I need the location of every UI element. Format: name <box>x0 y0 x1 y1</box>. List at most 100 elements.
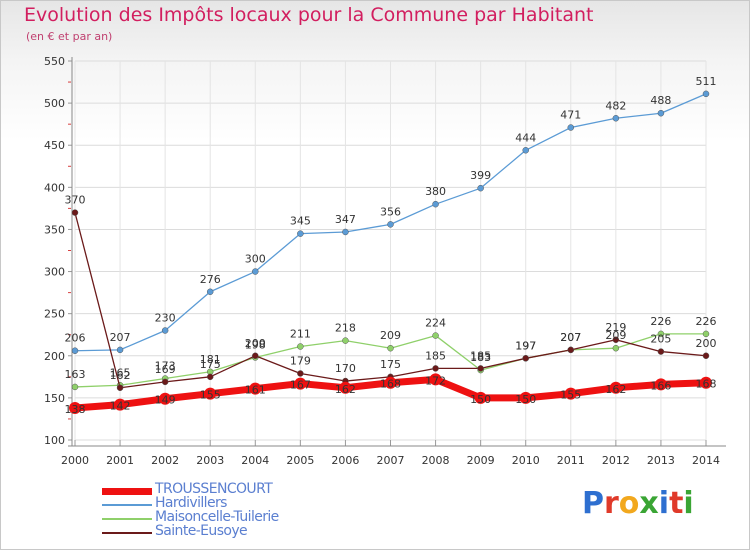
data-label-1: 511 <box>696 75 717 88</box>
data-point-0 <box>429 373 442 386</box>
legend-swatch <box>102 518 152 520</box>
legend-label: Sainte-Eusoye <box>155 523 248 539</box>
logo-letter: t <box>669 486 684 521</box>
data-label-3: 169 <box>155 363 176 376</box>
data-point-0 <box>564 387 577 400</box>
data-label-3: 175 <box>200 358 221 371</box>
data-label-1: 230 <box>155 312 176 325</box>
data-point-0 <box>114 398 127 411</box>
data-label-0: 150 <box>470 393 491 406</box>
data-point-3 <box>657 348 665 355</box>
x-tick-label: 2008 <box>422 454 450 467</box>
data-label-3: 200 <box>245 337 266 350</box>
data-point-3 <box>477 365 484 372</box>
data-label-2: 183 <box>470 351 491 364</box>
data-label-1: 380 <box>425 185 446 198</box>
data-point-1 <box>161 327 169 334</box>
legend-label: Maisoncelle-Tuilerie <box>155 509 279 525</box>
y-tick-label: 150 <box>44 392 65 405</box>
data-label-2: 207 <box>560 331 581 344</box>
y-tick-label: 250 <box>44 308 65 321</box>
legend-label: Hardivillers <box>155 495 227 511</box>
data-label-1: 300 <box>245 253 266 266</box>
chart-subtitle: (en € et par an) <box>26 30 113 43</box>
data-label-2: 209 <box>380 329 401 342</box>
data-label-2: 226 <box>696 315 717 328</box>
x-tick-label: 2006 <box>331 454 359 467</box>
proxiti-logo: Proxiti <box>582 486 694 521</box>
x-tick-label: 2003 <box>196 454 224 467</box>
data-point-0 <box>474 391 487 404</box>
data-point-0 <box>204 387 217 400</box>
data-point-0 <box>249 382 262 395</box>
legend-swatch <box>102 504 152 506</box>
data-label-1: 488 <box>650 94 671 107</box>
data-point-1 <box>206 288 214 296</box>
data-label-1: 347 <box>335 213 356 226</box>
data-label-3: 200 <box>696 337 717 350</box>
data-label-3: 162 <box>110 369 131 382</box>
data-label-3: 185 <box>425 349 446 362</box>
data-label-2: 209 <box>605 329 626 342</box>
data-point-3 <box>297 370 304 377</box>
data-point-0 <box>654 378 667 391</box>
data-point-3 <box>71 209 79 216</box>
x-tick-label: 2011 <box>557 454 585 467</box>
data-point-0 <box>519 391 532 404</box>
x-tick-label: 2004 <box>241 454 269 467</box>
logo-letter: i <box>658 486 670 521</box>
x-tick-label: 2000 <box>61 454 89 467</box>
data-label-0: 162 <box>335 383 356 396</box>
data-label-3: 185 <box>470 349 491 362</box>
chart-title: Evolution des Impôts locaux pour la Comm… <box>24 4 594 26</box>
data-label-0: 162 <box>605 383 626 396</box>
data-label-2: 165 <box>110 366 131 379</box>
data-point-2 <box>71 383 79 391</box>
y-tick-label: 100 <box>44 434 65 447</box>
data-label-3: 170 <box>335 362 356 375</box>
data-point-2 <box>342 337 349 344</box>
data-point-3 <box>522 355 529 362</box>
data-label-2: 211 <box>290 328 311 341</box>
data-label-0: 161 <box>245 384 266 397</box>
y-tick-label: 500 <box>44 97 65 110</box>
data-label-0: 168 <box>696 378 717 391</box>
data-label-0: 155 <box>200 389 221 402</box>
logo-letter: r <box>604 486 619 521</box>
data-label-0: 167 <box>290 379 311 392</box>
data-label-1: 399 <box>470 169 491 182</box>
data-label-2: 197 <box>515 339 536 352</box>
data-point-2 <box>702 330 710 338</box>
data-label-3: 205 <box>650 333 671 346</box>
y-tick-label: 550 <box>44 55 65 68</box>
data-point-2 <box>612 344 620 352</box>
data-point-1 <box>522 147 529 154</box>
y-tick-label: 350 <box>44 223 65 236</box>
data-label-2: 226 <box>650 315 671 328</box>
data-label-0: 142 <box>110 400 131 413</box>
data-label-1: 276 <box>200 273 221 286</box>
data-point-1 <box>387 221 394 228</box>
data-point-3 <box>567 346 575 354</box>
x-tick-label: 2014 <box>692 454 720 467</box>
data-point-3 <box>206 373 214 381</box>
x-tick-label: 2009 <box>467 454 495 467</box>
data-point-2 <box>432 332 439 339</box>
data-label-1: 471 <box>560 109 581 122</box>
data-point-1 <box>252 268 259 275</box>
data-point-0 <box>609 381 622 394</box>
data-point-1 <box>342 228 349 236</box>
data-label-0: 166 <box>650 379 671 392</box>
data-point-1 <box>477 184 484 192</box>
data-label-0: 172 <box>425 374 446 387</box>
data-point-3 <box>702 352 710 360</box>
x-tick-label: 2001 <box>106 454 134 467</box>
x-tick-label: 2013 <box>647 454 675 467</box>
data-point-1 <box>432 200 439 208</box>
data-label-2: 173 <box>155 360 176 373</box>
data-point-1 <box>702 90 710 98</box>
logo-letter: i <box>683 486 694 521</box>
data-label-3: 370 <box>65 194 86 207</box>
x-tick-label: 2002 <box>151 454 179 467</box>
